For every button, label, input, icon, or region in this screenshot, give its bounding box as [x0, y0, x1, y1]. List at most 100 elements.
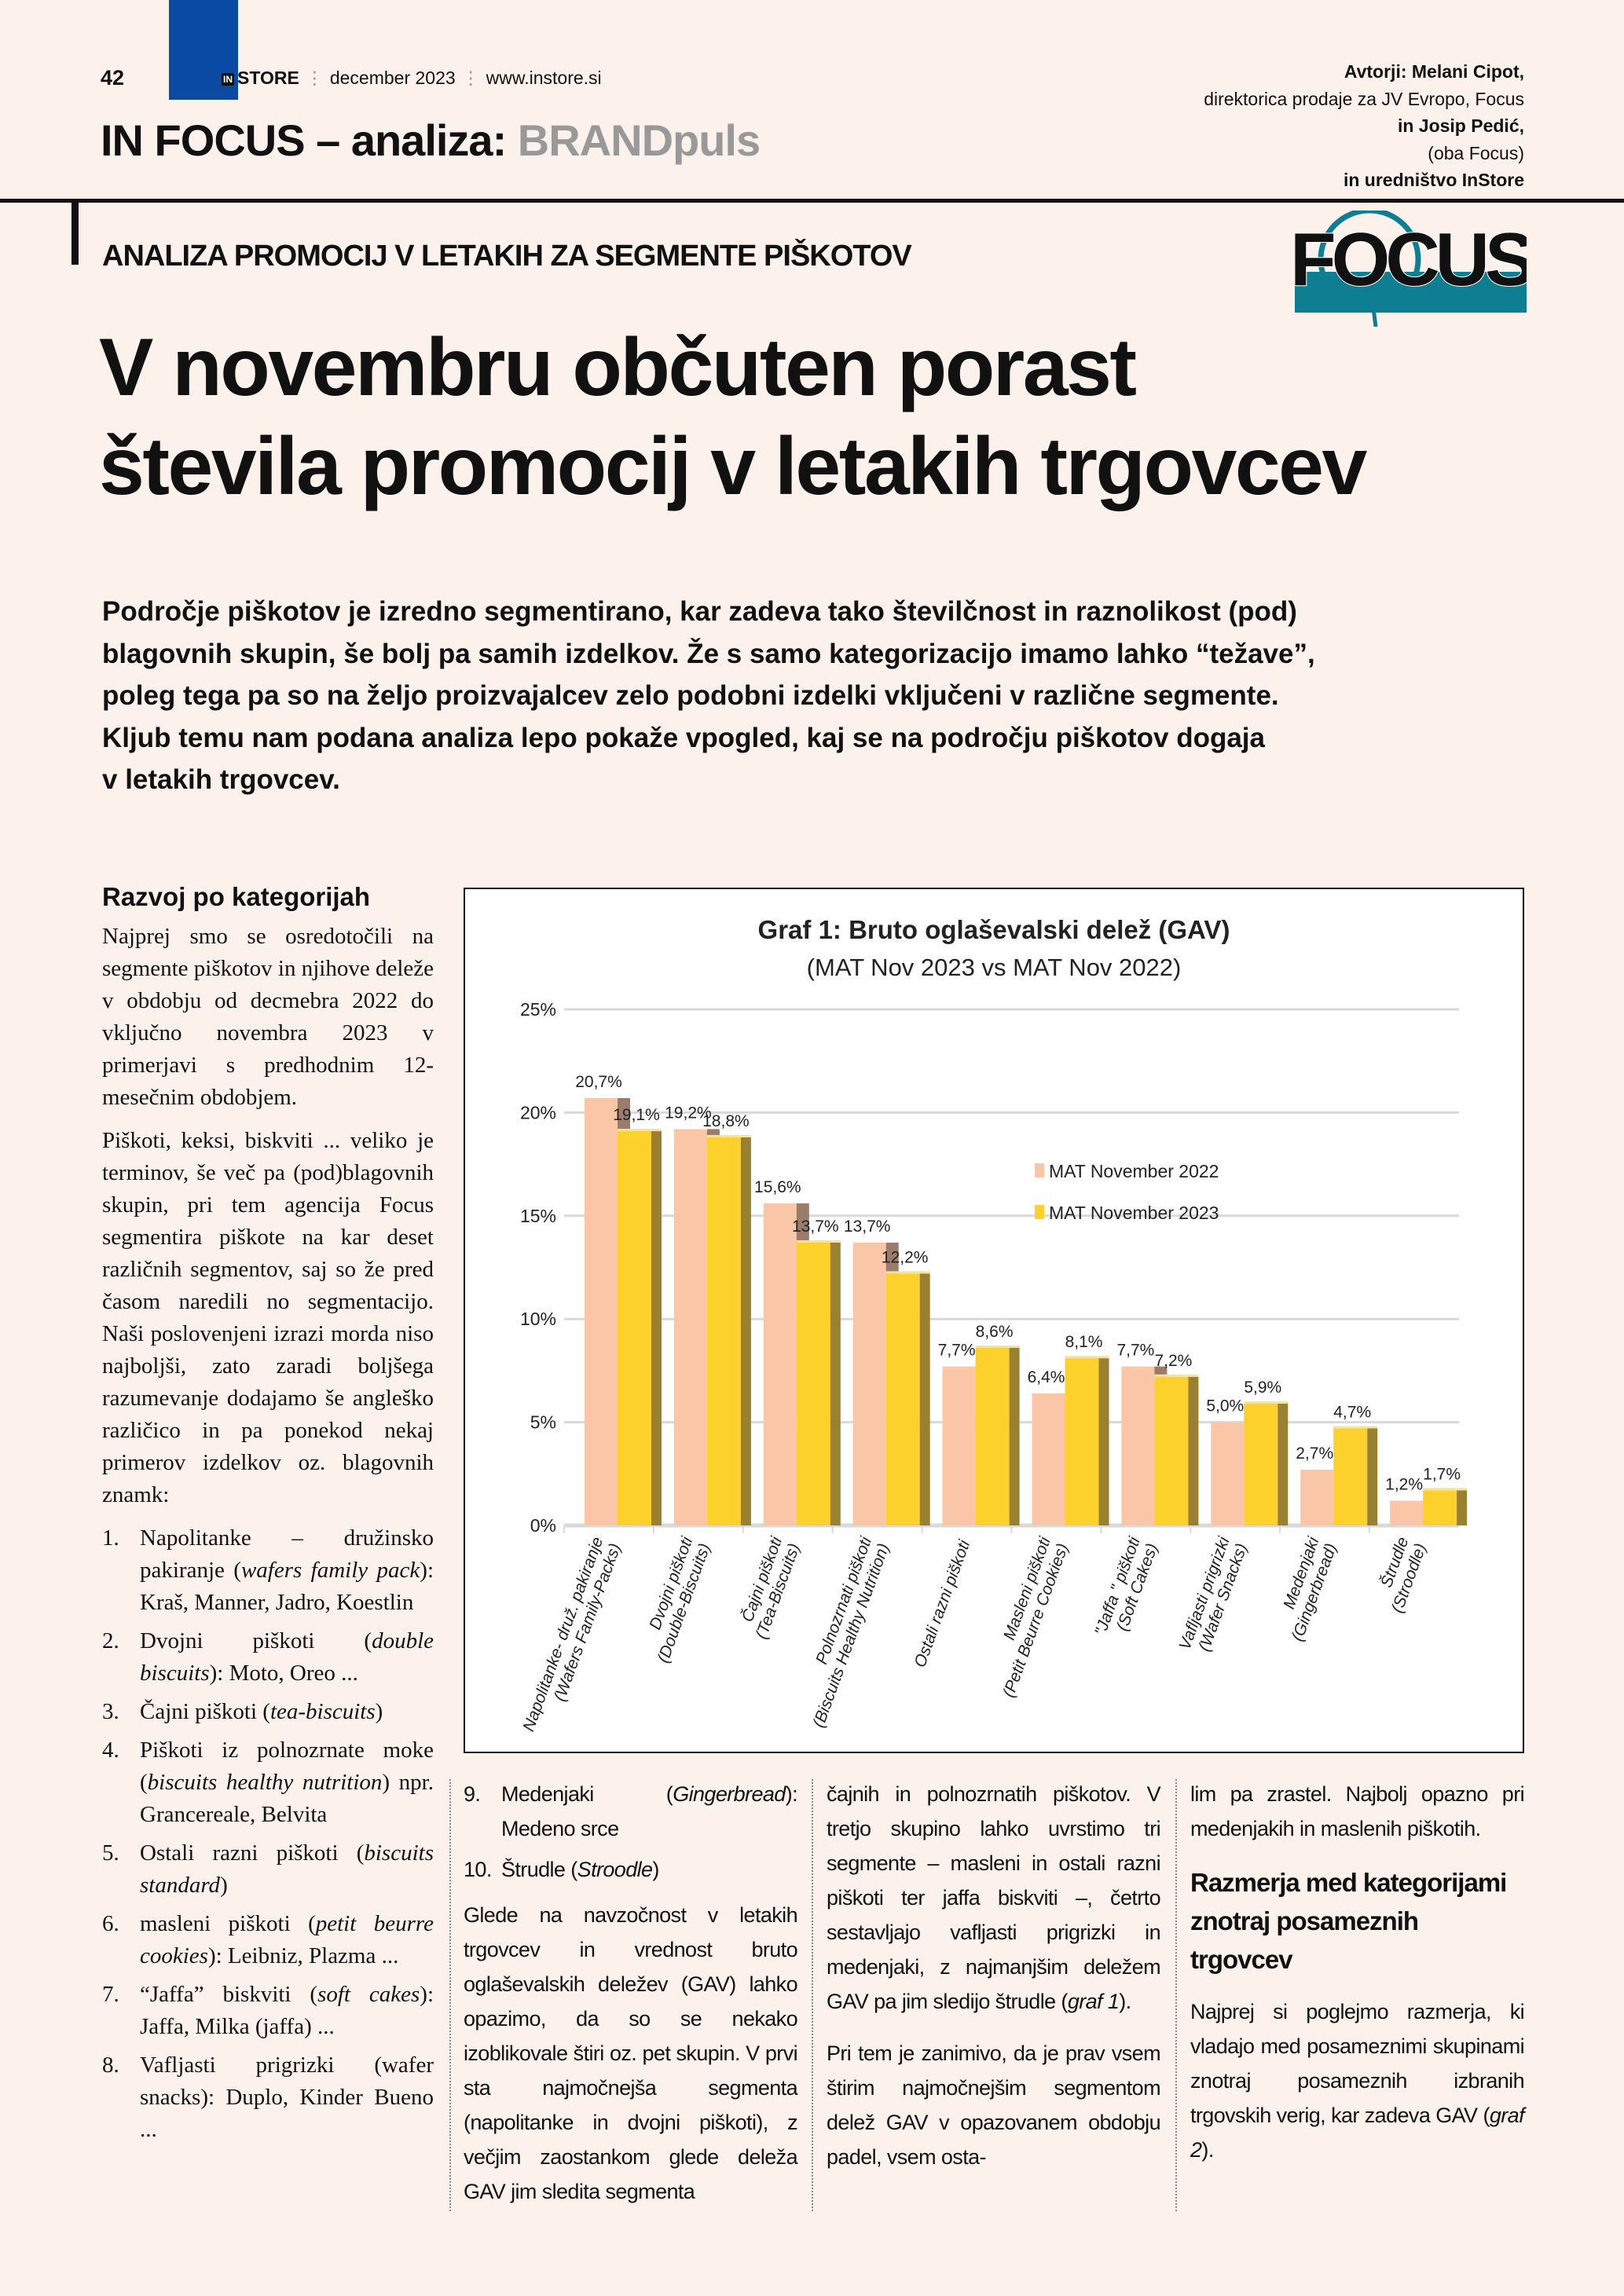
bar-side	[1457, 1490, 1468, 1525]
masthead: IN STORE ⋮ december 2023 ⋮ www.instore.si	[222, 68, 602, 89]
issue-date: december 2023	[329, 68, 456, 88]
segment-list: 1. Napolitanke – družinsko pakiranje (waf…	[102, 1522, 434, 2146]
x-category-label: Napolitanke- druž. pakiranje	[519, 1535, 607, 1734]
bar-side	[830, 1242, 841, 1525]
legend-label: MAT November 2022	[1049, 1161, 1219, 1181]
bar-side	[1278, 1403, 1289, 1525]
paragraph: čajnih in polnozrnatih piškotov. V tretj…	[827, 1777, 1161, 2019]
lead-line: Kljub temu nam podana analiza lepo pokaž…	[102, 722, 1265, 753]
svg-text:FOCUS: FOCUS	[1295, 218, 1527, 302]
bar-side	[1009, 1347, 1020, 1525]
headline-line: V novembru občuten porast	[99, 322, 1137, 413]
kicker-bar	[71, 200, 79, 265]
list-text: “Jaffa” biskviti (soft cakes): Jaffa, Mi…	[140, 1982, 434, 2039]
bar-top	[1423, 1488, 1468, 1491]
bar-top	[796, 1240, 841, 1243]
text: ).	[1119, 1990, 1131, 2013]
bar-side	[1098, 1358, 1109, 1525]
lead-line: blagovnih skupin, še bolj pa samih izdel…	[102, 638, 1315, 669]
list-number: 8.	[102, 2052, 119, 2078]
bar-mat-2023	[1333, 1428, 1368, 1525]
text: ).	[1201, 2138, 1214, 2162]
legend-label: MAT November 2023	[1049, 1203, 1219, 1223]
bar-mat-2022	[1121, 1366, 1155, 1525]
lead-line: poleg tega pa so na željo proizvajalcev …	[102, 680, 1279, 711]
lead-line: Področje piškotov je izredno segmentiran…	[102, 596, 1297, 627]
bar-top	[975, 1345, 1020, 1348]
bar-side	[740, 1137, 751, 1525]
bar-mat-2023	[706, 1137, 741, 1525]
bar-shadow	[1154, 1366, 1168, 1377]
column-divider	[812, 1779, 813, 2211]
list-item: 1. Napolitanke – družinsko pakiranje (waf…	[102, 1522, 434, 1619]
data-label-2023: 7,2%	[1154, 1352, 1192, 1370]
website-link[interactable]: www.instore.si	[486, 68, 602, 88]
y-tick-label: 15%	[520, 1206, 556, 1226]
list-item: 4. Piškoti iz polnozrnate moke (biscuits …	[102, 1734, 434, 1831]
column-2: čajnih in polnozrnatih piškotov. V tretj…	[827, 1777, 1161, 2192]
bar-mat-2022	[1390, 1500, 1424, 1525]
data-label-2022: 1,2%	[1385, 1475, 1423, 1493]
list-number: 4.	[102, 1738, 119, 1763]
paragraph: lim pa zrastel. Najbolj opazno pri meden…	[1190, 1782, 1525, 1840]
y-tick-label: 20%	[520, 1102, 556, 1122]
list-item: 7. “Jaffa” biskviti (soft cakes): Jaffa, …	[102, 1979, 434, 2043]
page-number: 42	[101, 66, 125, 90]
y-tick-label: 5%	[530, 1412, 556, 1433]
bar-top	[618, 1129, 662, 1132]
list-item: 8. Vafljasti prigrizki (wafer snacks): Du…	[102, 2049, 434, 2146]
text: čajnih in polnozrnatih piškotov. V tretj…	[827, 1782, 1161, 2013]
list-text: Vafljasti prigrizki (wafer snacks): Dupl…	[140, 2052, 434, 2142]
list-number: 5.	[102, 1840, 119, 1866]
column-divider	[449, 1779, 451, 2211]
y-tick-label: 25%	[520, 999, 556, 1020]
instore-logo-icon: IN	[222, 72, 234, 86]
data-label-2023: 18,8%	[702, 1112, 750, 1130]
subheading: Razvoj po kategorijah	[102, 882, 371, 911]
subheading: Razmerja med kategorijami znotraj posame…	[1190, 1868, 1507, 1974]
bar-side	[1188, 1376, 1199, 1525]
figure-reference: graf 1	[1067, 1990, 1120, 2013]
data-label-2023: 4,7%	[1333, 1403, 1371, 1421]
bar-top	[1333, 1426, 1378, 1429]
bar-mat-2022	[1211, 1422, 1245, 1525]
list-number: 6.	[102, 1911, 119, 1936]
headline: V novembru občuten porast števila promoc…	[99, 318, 1367, 516]
bar-top	[1244, 1401, 1289, 1404]
bar-mat-2023	[618, 1131, 651, 1525]
legend-swatch	[1035, 1205, 1044, 1219]
chart-graf-1: Graf 1: Bruto oglaševalski delež (GAV) (M…	[464, 888, 1524, 1753]
list-text: Ostali razni piškoti (biscuits standard)	[140, 1840, 434, 1898]
list-text: Medenjaki (Gingerbread): Medeno srce	[501, 1782, 798, 1840]
author-line: in Josip Pedić,	[1397, 115, 1524, 136]
data-label-2023: 1,7%	[1423, 1465, 1461, 1483]
bar-mat-2022	[852, 1242, 886, 1525]
data-label-2022: 13,7%	[844, 1218, 891, 1236]
brand-name: STORE	[237, 68, 299, 88]
bar-top	[885, 1271, 930, 1274]
bar-top	[706, 1134, 751, 1137]
data-label-2022: 5,0%	[1206, 1397, 1244, 1415]
section-title-brand: BRANDpuls	[517, 115, 761, 165]
data-label-2022: 7,7%	[938, 1342, 976, 1360]
paragraph: Najprej si poglejmo razmerja, ki vladajo…	[1190, 1994, 1525, 2167]
figure-reference: graf 2	[1190, 2104, 1525, 2162]
list-number: 3.	[102, 1699, 119, 1724]
y-tick-label: 0%	[530, 1515, 556, 1536]
data-label-2023: 8,6%	[976, 1323, 1014, 1341]
x-category-label: Ostali razni piškoti	[911, 1537, 973, 1670]
data-label-2023: 8,1%	[1065, 1333, 1103, 1351]
list-text: masleni piškoti (petit beurre cookies): …	[140, 1911, 434, 1968]
data-label-2022: 7,7%	[1116, 1342, 1154, 1360]
section-title-main: IN FOCUS – analiza:	[101, 115, 507, 165]
bar-mat-2022	[1032, 1393, 1065, 1525]
column-divider	[1175, 1779, 1177, 2211]
lead-paragraph: Področje piškotov je izredno segmentiran…	[102, 591, 1485, 801]
y-tick-label: 10%	[520, 1309, 556, 1329]
paragraph: Najprej smo se osredotočili na segmente …	[102, 924, 434, 1110]
lead-line: v letakih trgovcev.	[102, 764, 340, 795]
list-text: Napolitanke – družinsko pakiranje (wafer…	[140, 1525, 434, 1615]
bar-shadow	[885, 1242, 899, 1274]
bar-side	[651, 1131, 662, 1525]
author-line: Avtorji: Melani Cipot,	[1344, 61, 1524, 82]
